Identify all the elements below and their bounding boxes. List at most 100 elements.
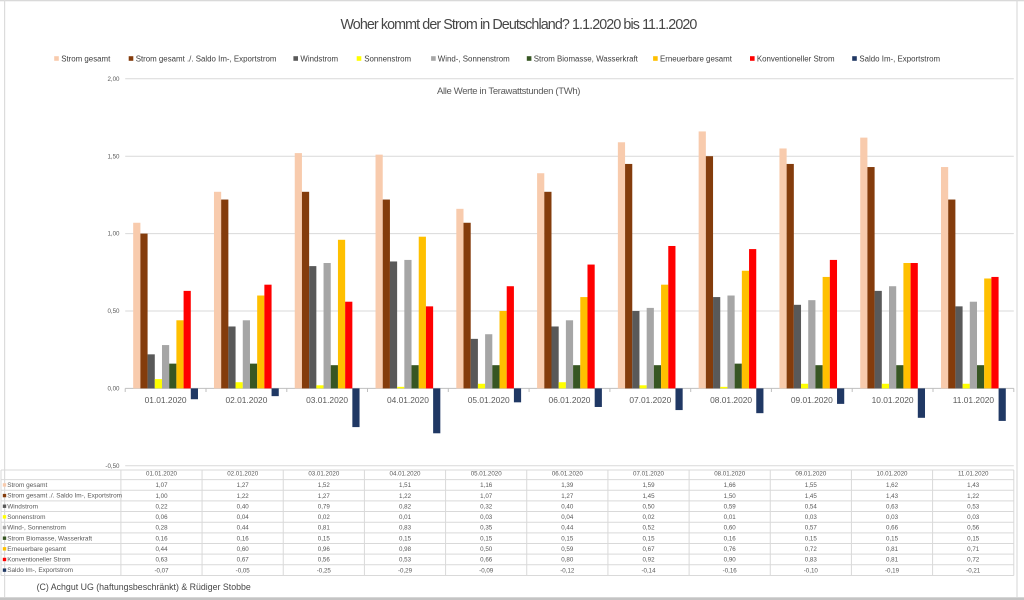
svg-text:Erneuerbare gesamt: Erneuerbare gesamt [660, 55, 733, 64]
svg-text:0,15: 0,15 [399, 535, 412, 542]
svg-text:0,50: 0,50 [480, 546, 493, 553]
svg-text:0,81: 0,81 [886, 557, 899, 564]
svg-text:0,02: 0,02 [642, 514, 655, 521]
svg-text:03.01.2020: 03.01.2020 [308, 471, 340, 478]
svg-text:08.01.2020: 08.01.2020 [710, 395, 752, 405]
svg-text:0,50: 0,50 [107, 308, 120, 315]
svg-text:0,01: 0,01 [399, 514, 412, 521]
svg-text:0,52: 0,52 [642, 525, 655, 532]
svg-text:(C) Achgut UG (haftungsbeschrä: (C) Achgut UG (haftungsbeschränkt) & Rüd… [37, 582, 251, 592]
svg-text:Strom gesamt: Strom gesamt [7, 482, 47, 489]
svg-text:0,03: 0,03 [480, 514, 493, 521]
svg-text:1,59: 1,59 [642, 482, 655, 489]
svg-text:0,15: 0,15 [318, 535, 331, 542]
svg-text:0,40: 0,40 [237, 503, 250, 510]
svg-text:1,50: 1,50 [724, 493, 737, 500]
svg-text:0,80: 0,80 [561, 557, 574, 564]
svg-text:-0,29: -0,29 [398, 567, 413, 574]
svg-text:0,04: 0,04 [561, 514, 574, 521]
svg-text:02.01.2020: 02.01.2020 [225, 395, 267, 405]
svg-text:0,03: 0,03 [886, 514, 899, 521]
svg-text:1,45: 1,45 [642, 493, 655, 500]
svg-text:Konventioneller Strom: Konventioneller Strom [757, 55, 835, 64]
svg-text:1,45: 1,45 [805, 493, 818, 500]
svg-text:Wind-, Sonnenstrom: Wind-, Sonnenstrom [438, 55, 510, 64]
svg-text:0,81: 0,81 [318, 525, 331, 532]
svg-text:Konventioneller Strom: Konventioneller Strom [7, 557, 70, 564]
svg-text:-0,19: -0,19 [885, 567, 900, 574]
svg-text:0,22: 0,22 [155, 503, 168, 510]
svg-text:01.01.2020: 01.01.2020 [146, 471, 178, 478]
svg-text:1,66: 1,66 [724, 482, 737, 489]
svg-text:1,22: 1,22 [237, 493, 250, 500]
svg-text:Windstrom: Windstrom [300, 55, 338, 64]
svg-text:Windstrom: Windstrom [7, 503, 38, 510]
svg-text:0,03: 0,03 [805, 514, 818, 521]
svg-text:0,16: 0,16 [237, 535, 250, 542]
svg-text:0,16: 0,16 [724, 535, 737, 542]
svg-text:0,04: 0,04 [237, 514, 250, 521]
svg-text:-0,10: -0,10 [804, 567, 819, 574]
svg-text:1,51: 1,51 [399, 482, 412, 489]
svg-text:1,27: 1,27 [318, 493, 331, 500]
svg-text:0,76: 0,76 [724, 546, 737, 553]
svg-text:0,28: 0,28 [155, 525, 168, 532]
svg-text:0,92: 0,92 [642, 557, 655, 564]
svg-text:0,01: 0,01 [724, 514, 737, 521]
svg-text:0,66: 0,66 [886, 525, 899, 532]
svg-text:0,02: 0,02 [318, 514, 331, 521]
svg-text:-0,21: -0,21 [966, 567, 981, 574]
svg-text:-0,12: -0,12 [560, 567, 575, 574]
svg-text:11.01.2020: 11.01.2020 [953, 395, 995, 405]
svg-text:0,63: 0,63 [155, 557, 168, 564]
svg-text:1,27: 1,27 [237, 482, 250, 489]
svg-text:0,15: 0,15 [642, 535, 655, 542]
svg-text:Sonnenstrom: Sonnenstrom [364, 55, 411, 64]
svg-text:1,22: 1,22 [399, 493, 412, 500]
svg-text:07.01.2020: 07.01.2020 [633, 471, 665, 478]
svg-text:1,39: 1,39 [561, 482, 574, 489]
svg-text:05.01.2020: 05.01.2020 [468, 395, 510, 405]
svg-text:2,00: 2,00 [107, 76, 120, 83]
svg-text:0,96: 0,96 [318, 546, 331, 553]
svg-text:-0,14: -0,14 [641, 567, 656, 574]
svg-text:-0,16: -0,16 [723, 567, 738, 574]
svg-text:0,15: 0,15 [480, 535, 493, 542]
svg-text:0,90: 0,90 [724, 557, 737, 564]
svg-text:0,50: 0,50 [642, 503, 655, 510]
svg-text:0,15: 0,15 [805, 535, 818, 542]
svg-text:10.01.2020: 10.01.2020 [872, 395, 914, 405]
svg-text:0,15: 0,15 [886, 535, 899, 542]
svg-text:Woher kommt der Strom in Deuts: Woher kommt der Strom in Deutschland? 1.… [340, 17, 697, 33]
svg-text:0,60: 0,60 [237, 546, 250, 553]
svg-text:01.01.2020: 01.01.2020 [145, 395, 187, 405]
svg-text:0,81: 0,81 [886, 546, 899, 553]
svg-text:Strom gesamt ./. Saldo Im-, Ex: Strom gesamt ./. Saldo Im-, Exportstrom [7, 493, 122, 500]
svg-text:0,79: 0,79 [318, 503, 331, 510]
svg-text:Saldo Im-, Exportstrom: Saldo Im-, Exportstrom [859, 55, 940, 64]
svg-text:0,83: 0,83 [805, 557, 818, 564]
svg-text:0,83: 0,83 [399, 525, 412, 532]
svg-text:1,00: 1,00 [107, 231, 120, 238]
svg-text:0,53: 0,53 [967, 503, 980, 510]
svg-text:Wind-, Sonnenstrom: Wind-, Sonnenstrom [7, 525, 66, 532]
svg-text:Strom gesamt: Strom gesamt [61, 55, 111, 64]
svg-text:1,43: 1,43 [967, 482, 980, 489]
svg-text:-0,05: -0,05 [236, 567, 251, 574]
svg-text:0,44: 0,44 [155, 546, 168, 553]
svg-text:09.01.2020: 09.01.2020 [791, 395, 833, 405]
svg-text:0,53: 0,53 [399, 557, 412, 564]
svg-text:03.01.2020: 03.01.2020 [306, 395, 348, 405]
svg-text:1,16: 1,16 [480, 482, 493, 489]
svg-text:1,62: 1,62 [886, 482, 899, 489]
svg-text:-0,09: -0,09 [479, 567, 494, 574]
svg-text:02.01.2020: 02.01.2020 [227, 471, 259, 478]
svg-text:0,00: 0,00 [107, 386, 120, 393]
svg-text:0,57: 0,57 [805, 525, 818, 532]
svg-text:0,32: 0,32 [480, 503, 493, 510]
svg-text:0,98: 0,98 [399, 546, 412, 553]
svg-text:0,56: 0,56 [967, 525, 980, 532]
svg-text:0,72: 0,72 [967, 557, 980, 564]
svg-text:-0,07: -0,07 [154, 567, 169, 574]
svg-text:0,72: 0,72 [805, 546, 818, 553]
